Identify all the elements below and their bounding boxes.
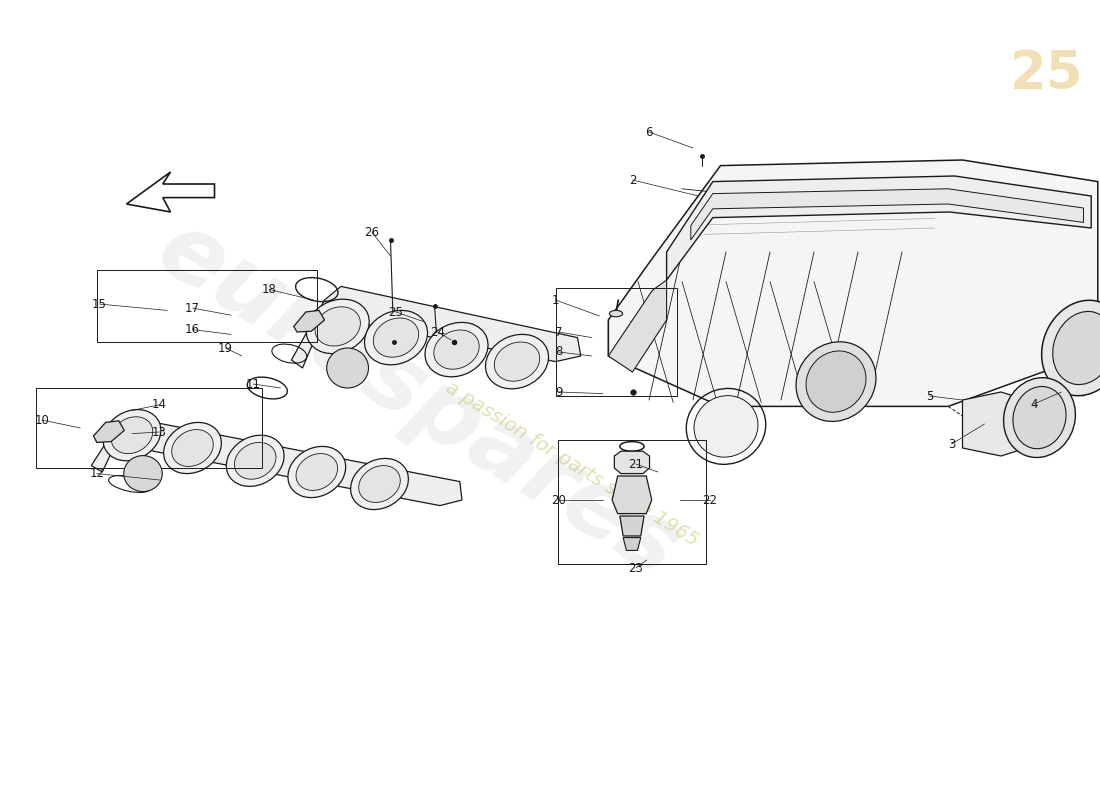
Text: 14: 14 <box>152 398 167 411</box>
Polygon shape <box>292 286 581 368</box>
Ellipse shape <box>1053 311 1100 385</box>
Ellipse shape <box>1042 300 1100 396</box>
Polygon shape <box>962 392 1026 456</box>
Text: 21: 21 <box>628 458 643 470</box>
Text: 25: 25 <box>1010 48 1084 100</box>
Bar <box>556 288 676 396</box>
Ellipse shape <box>288 446 345 498</box>
Ellipse shape <box>123 456 163 491</box>
Ellipse shape <box>1013 386 1066 449</box>
Text: 18: 18 <box>262 283 277 296</box>
Polygon shape <box>126 172 214 212</box>
Bar <box>36 388 262 468</box>
Text: 25: 25 <box>388 306 404 318</box>
Text: 23: 23 <box>628 562 643 574</box>
Ellipse shape <box>234 442 276 479</box>
Polygon shape <box>623 538 640 550</box>
Text: 17: 17 <box>185 302 200 314</box>
Ellipse shape <box>359 466 400 502</box>
Ellipse shape <box>494 342 540 382</box>
Text: 6: 6 <box>646 126 652 138</box>
Text: 5: 5 <box>926 390 933 402</box>
Text: 16: 16 <box>185 323 200 336</box>
Ellipse shape <box>485 334 549 389</box>
Text: 2: 2 <box>629 174 636 186</box>
Text: a passion for parts since 1965: a passion for parts since 1965 <box>442 378 702 550</box>
Ellipse shape <box>296 454 338 490</box>
Ellipse shape <box>227 435 284 486</box>
Text: 10: 10 <box>34 414 50 426</box>
Polygon shape <box>614 451 649 474</box>
Ellipse shape <box>351 458 408 510</box>
Text: 3: 3 <box>948 438 955 450</box>
Ellipse shape <box>694 396 758 457</box>
Ellipse shape <box>796 342 876 422</box>
Ellipse shape <box>373 318 419 358</box>
Ellipse shape <box>364 310 428 365</box>
Text: 22: 22 <box>702 494 717 506</box>
Bar <box>558 440 706 564</box>
Polygon shape <box>91 418 462 506</box>
Ellipse shape <box>164 422 221 474</box>
Text: 19: 19 <box>218 342 233 354</box>
Polygon shape <box>620 516 645 536</box>
Text: 11: 11 <box>245 378 261 390</box>
Text: 9: 9 <box>556 386 562 398</box>
Text: 12: 12 <box>89 467 104 480</box>
Text: 13: 13 <box>152 426 167 438</box>
Polygon shape <box>608 160 1098 406</box>
Polygon shape <box>94 421 124 442</box>
Ellipse shape <box>433 330 480 370</box>
Ellipse shape <box>609 310 623 317</box>
Ellipse shape <box>172 430 213 466</box>
Ellipse shape <box>111 417 153 454</box>
Polygon shape <box>691 189 1084 240</box>
Polygon shape <box>608 280 667 372</box>
Bar <box>97 270 317 342</box>
Ellipse shape <box>327 348 368 388</box>
Ellipse shape <box>1003 378 1076 458</box>
Ellipse shape <box>315 306 361 346</box>
Ellipse shape <box>103 410 161 461</box>
Text: 26: 26 <box>364 226 380 238</box>
Polygon shape <box>612 476 651 514</box>
Text: 8: 8 <box>556 346 562 358</box>
Text: 1: 1 <box>552 294 559 306</box>
Polygon shape <box>667 176 1091 280</box>
Ellipse shape <box>806 351 866 412</box>
Text: eurospares: eurospares <box>141 202 695 598</box>
Ellipse shape <box>306 299 370 354</box>
Ellipse shape <box>425 322 488 377</box>
Text: 4: 4 <box>1031 398 1037 410</box>
Text: 24: 24 <box>430 326 446 338</box>
Polygon shape <box>294 310 324 332</box>
Text: 15: 15 <box>91 298 107 310</box>
Text: 7: 7 <box>556 326 562 338</box>
Text: 20: 20 <box>551 494 566 506</box>
